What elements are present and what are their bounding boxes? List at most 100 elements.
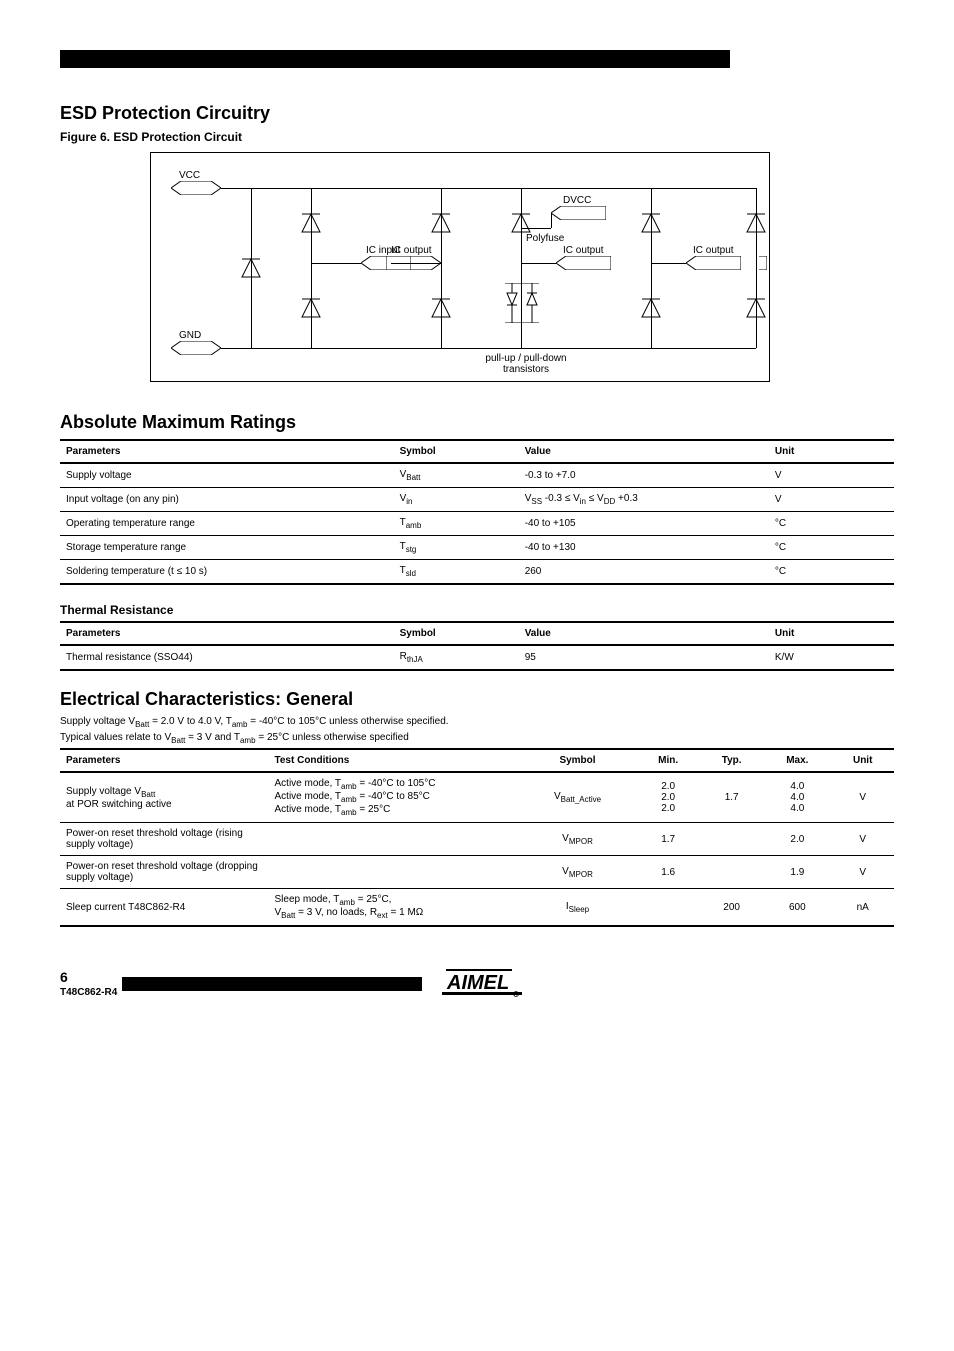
- esd-diagram: VCC GND IC input DVCC Polyfuse: [150, 152, 770, 382]
- table-header: Parameters: [60, 749, 269, 772]
- table-cell: Supply voltage: [60, 463, 394, 488]
- diode-icon: [240, 253, 262, 281]
- table-cell: VMPOR: [519, 856, 637, 889]
- ic-output-label-3: IC output: [563, 245, 604, 256]
- table-cell: V: [831, 772, 894, 823]
- table-header: Parameters: [60, 622, 394, 645]
- table-cell: °C: [769, 512, 894, 536]
- table-row: Sleep current T48C862-R4Sleep mode, Tamb…: [60, 889, 894, 927]
- table-cell: Power-on reset threshold voltage (droppi…: [60, 856, 269, 889]
- elec-table: Parameters Test Conditions Symbol Min. T…: [60, 748, 894, 927]
- table-row: Input voltage (on any pin)VinVSS -0.3 ≤ …: [60, 488, 894, 512]
- table-header: Test Conditions: [269, 749, 519, 772]
- table-cell: RthJA: [394, 645, 519, 670]
- table-header: Unit: [769, 622, 894, 645]
- diode-icon: [430, 293, 452, 321]
- diode-icon: [430, 208, 452, 236]
- table-row: Storage temperature rangeTstg-40 to +130…: [60, 536, 894, 560]
- table-row: Supply voltage VBattat POR switching act…: [60, 772, 894, 823]
- diode-icon: [745, 208, 767, 236]
- diode-icon: [640, 293, 662, 321]
- table-row: Supply voltageVBatt-0.3 to +7.0V: [60, 463, 894, 488]
- esd-heading: ESD Protection Circuitry: [60, 103, 894, 124]
- diode-icon: [510, 208, 532, 236]
- table-cell: °C: [769, 560, 894, 585]
- thermal-table: Parameters Symbol Value Unit Thermal res…: [60, 621, 894, 671]
- table-header: Symbol: [394, 440, 519, 463]
- ic-output-port-2: [386, 256, 441, 270]
- table-header: Symbol: [394, 622, 519, 645]
- table-header: Unit: [831, 749, 894, 772]
- table-row: Soldering temperature (t ≤ 10 s)Tsld260°…: [60, 560, 894, 585]
- table-cell: V: [831, 823, 894, 856]
- table-cell: VMPOR: [519, 823, 637, 856]
- diode-icon: [300, 293, 322, 321]
- table-row: Power-on reset threshold voltage (rising…: [60, 823, 894, 856]
- table-row: Operating temperature rangeTamb-40 to +1…: [60, 512, 894, 536]
- dvcc-label: DVCC: [563, 195, 591, 206]
- table-cell: [636, 889, 700, 927]
- absmax-table: Parameters Symbol Value Unit Supply volt…: [60, 439, 894, 585]
- table-cell: 4.04.04.0: [763, 772, 831, 823]
- table-cell: VSS -0.3 ≤ Vin ≤ VDD +0.3: [519, 488, 769, 512]
- table-header: Unit: [769, 440, 894, 463]
- vcc-port: [171, 181, 221, 195]
- table-cell: 2.02.02.0: [636, 772, 700, 823]
- diode-icon: [745, 293, 767, 321]
- table-cell: Thermal resistance (SSO44): [60, 645, 394, 670]
- table-header: Min.: [636, 749, 700, 772]
- table-cell: 2.0: [763, 823, 831, 856]
- table-cell: 1.9: [763, 856, 831, 889]
- table-cell: Vin: [394, 488, 519, 512]
- table-cell: °C: [769, 536, 894, 560]
- elec-cond-2: Typical values relate to VBatt = 3 V and…: [60, 732, 894, 745]
- table-cell: -40 to +105: [519, 512, 769, 536]
- table-cell: 95: [519, 645, 769, 670]
- pull-transistor-icon: [505, 283, 539, 323]
- gnd-port: [171, 341, 221, 355]
- table-cell: nA: [831, 889, 894, 927]
- table-cell: Soldering temperature (t ≤ 10 s): [60, 560, 394, 585]
- table-header: Typ.: [700, 749, 763, 772]
- table-cell: Tsld: [394, 560, 519, 585]
- table-cell: 1.6: [636, 856, 700, 889]
- table-cell: Operating temperature range: [60, 512, 394, 536]
- svg-text:AIMEL: AIMEL: [446, 972, 509, 994]
- thermal-heading: Thermal Resistance: [60, 603, 894, 617]
- table-cell: [700, 856, 763, 889]
- table-header: Symbol: [519, 749, 637, 772]
- table-cell: Tstg: [394, 536, 519, 560]
- pull-label: pull-up / pull-down transistors: [476, 353, 576, 375]
- diode-icon: [640, 208, 662, 236]
- table-header: Value: [519, 440, 769, 463]
- table-cell: 200: [700, 889, 763, 927]
- polyfuse-label: Polyfuse: [526, 233, 564, 244]
- page-number: 6: [60, 969, 100, 985]
- product-code: T48C862-R4: [60, 987, 117, 998]
- table-cell: Active mode, Tamb = -40°C to 105°CActive…: [269, 772, 519, 823]
- table-cell: K/W: [769, 645, 894, 670]
- footer-rule: [122, 977, 422, 991]
- absmax-heading: Absolute Maximum Ratings: [60, 412, 894, 433]
- ic-output-label-4: IC output: [693, 245, 734, 256]
- table-cell: 1.7: [636, 823, 700, 856]
- table-row: Power-on reset threshold voltage (droppi…: [60, 856, 894, 889]
- table-cell: Sleep current T48C862-R4: [60, 889, 269, 927]
- table-cell: [269, 823, 519, 856]
- table-cell: V: [769, 463, 894, 488]
- elec-cond-1: Supply voltage VBatt = 2.0 V to 4.0 V, T…: [60, 716, 894, 729]
- table-cell: 260: [519, 560, 769, 585]
- footer: 6 T48C862-R4 AIMEL R: [60, 967, 894, 1000]
- table-cell: Supply voltage VBattat POR switching act…: [60, 772, 269, 823]
- table-cell: 600: [763, 889, 831, 927]
- table-cell: 1.7: [700, 772, 763, 823]
- table-cell: Sleep mode, Tamb = 25°C,VBatt = 3 V, no …: [269, 889, 519, 927]
- table-cell: [269, 856, 519, 889]
- table-cell: -40 to +130: [519, 536, 769, 560]
- table-header: Value: [519, 622, 769, 645]
- table-cell: Power-on reset threshold voltage (rising…: [60, 823, 269, 856]
- table-cell: VBatt_Active: [519, 772, 637, 823]
- ic-output-label-2: IC output: [391, 245, 432, 256]
- vcc-label: VCC: [179, 170, 200, 181]
- table-header: Parameters: [60, 440, 394, 463]
